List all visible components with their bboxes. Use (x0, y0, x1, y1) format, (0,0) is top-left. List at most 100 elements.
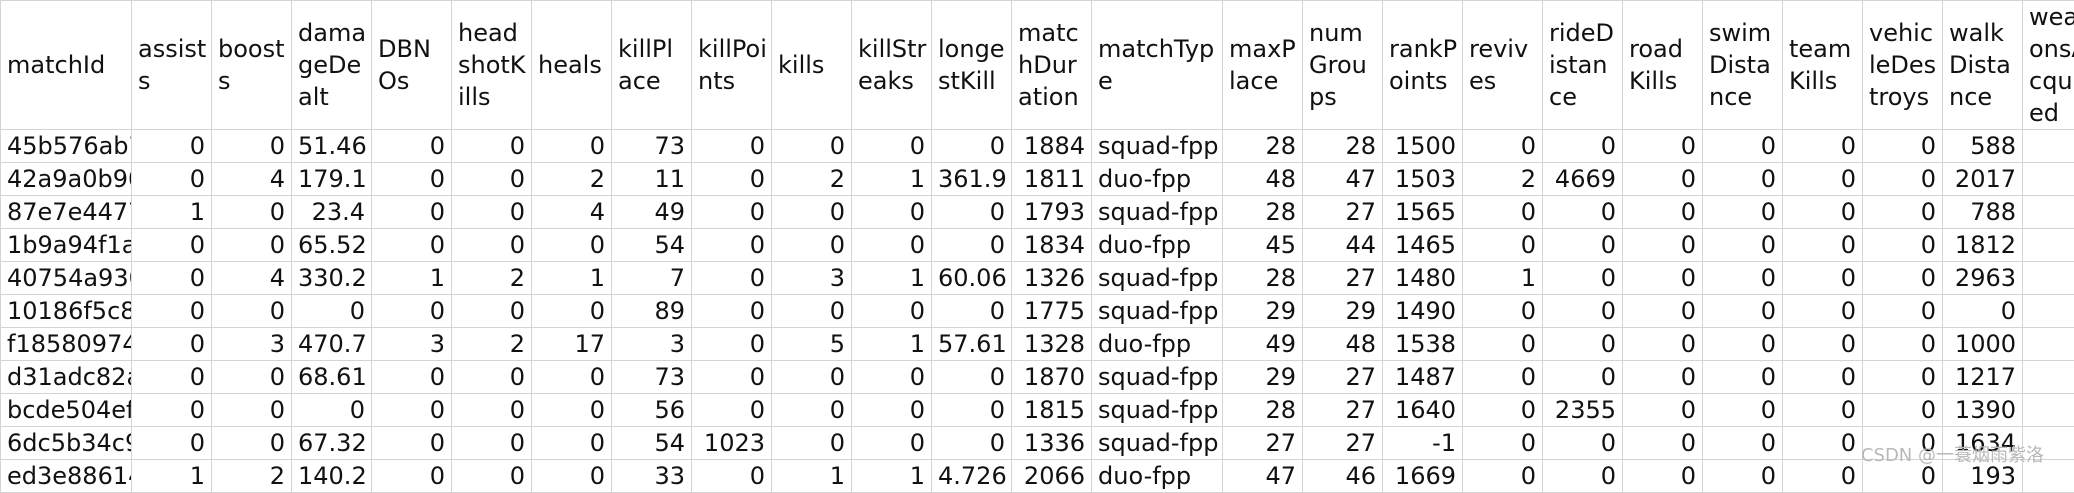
cell-killpoints[interactable]: 0 (692, 460, 772, 493)
cell-maxplace[interactable]: 28 (1223, 262, 1303, 295)
cell-maxplace[interactable]: 27 (1223, 427, 1303, 460)
cell-killplace[interactable]: 49 (612, 196, 692, 229)
cell-matchduration[interactable]: 2066 (1012, 460, 1092, 493)
cell-swimdistance[interactable]: 0 (1703, 262, 1783, 295)
cell-rankpoints[interactable]: 1490 (1383, 295, 1463, 328)
cell-heals[interactable]: 4 (532, 196, 612, 229)
cell-matchtype[interactable]: duo-fpp (1092, 229, 1223, 262)
cell-roadkills[interactable]: 0 (1623, 163, 1703, 196)
cell-vehicledestroys[interactable]: 0 (1863, 328, 1943, 361)
cell-headshotkills[interactable]: 0 (452, 163, 532, 196)
cell-killstreaks[interactable]: 0 (852, 130, 932, 163)
cell-killpoints[interactable]: 0 (692, 328, 772, 361)
cell-revives[interactable]: 0 (1463, 328, 1543, 361)
cell-swimdistance[interactable]: 0 (1703, 328, 1783, 361)
cell-boosts[interactable]: 4 (212, 262, 292, 295)
cell-headshotkills[interactable]: 0 (452, 295, 532, 328)
cell-matchid[interactable]: 1b9a94f1a (1, 229, 132, 262)
cell-matchduration[interactable]: 1775 (1012, 295, 1092, 328)
column-header-numgroups[interactable]: numGroups (1303, 1, 1383, 130)
cell-heals[interactable]: 1 (532, 262, 612, 295)
cell-ridedistance[interactable]: 0 (1543, 460, 1623, 493)
cell-weaponsacquired[interactable]: 6 (2023, 163, 2074, 196)
cell-assists[interactable]: 0 (132, 394, 212, 427)
column-header-matchtype[interactable]: matchType (1092, 1, 1223, 130)
cell-dbnos[interactable]: 0 (372, 163, 452, 196)
cell-maxplace[interactable]: 29 (1223, 361, 1303, 394)
cell-walkdistance[interactable]: 788 (1943, 196, 2023, 229)
cell-teamkills[interactable]: 0 (1783, 130, 1863, 163)
cell-swimdistance[interactable]: 0 (1703, 163, 1783, 196)
cell-damagedealt[interactable]: 23.4 (292, 196, 372, 229)
cell-killplace[interactable]: 54 (612, 427, 692, 460)
cell-heals[interactable]: 0 (532, 295, 612, 328)
cell-teamkills[interactable]: 0 (1783, 295, 1863, 328)
cell-rankpoints[interactable]: 1487 (1383, 361, 1463, 394)
cell-killpoints[interactable]: 0 (692, 262, 772, 295)
column-header-damagedealt[interactable]: damageDealt (292, 1, 372, 130)
cell-killplace[interactable]: 7 (612, 262, 692, 295)
cell-rankpoints[interactable]: 1480 (1383, 262, 1463, 295)
cell-matchid[interactable]: 42a9a0b90 (1, 163, 132, 196)
column-header-killstreaks[interactable]: killStreaks (852, 1, 932, 130)
cell-vehicledestroys[interactable]: 0 (1863, 262, 1943, 295)
cell-vehicledestroys[interactable]: 0 (1863, 394, 1943, 427)
cell-numgroups[interactable]: 29 (1303, 295, 1383, 328)
cell-roadkills[interactable]: 0 (1623, 295, 1703, 328)
cell-matchid[interactable]: 87e7e4477 (1, 196, 132, 229)
cell-matchduration[interactable]: 1834 (1012, 229, 1092, 262)
cell-swimdistance[interactable]: 0 (1703, 130, 1783, 163)
cell-dbnos[interactable]: 0 (372, 394, 452, 427)
cell-dbnos[interactable]: 0 (372, 427, 452, 460)
cell-headshotkills[interactable]: 0 (452, 460, 532, 493)
cell-damagedealt[interactable]: 179.1 (292, 163, 372, 196)
cell-headshotkills[interactable]: 0 (452, 130, 532, 163)
cell-boosts[interactable]: 0 (212, 361, 292, 394)
cell-roadkills[interactable]: 0 (1623, 229, 1703, 262)
cell-ridedistance[interactable]: 4669 (1543, 163, 1623, 196)
column-header-longestkill[interactable]: longestKill (932, 1, 1012, 130)
cell-ridedistance[interactable]: 2355 (1543, 394, 1623, 427)
cell-killpoints[interactable]: 0 (692, 361, 772, 394)
cell-roadkills[interactable]: 0 (1623, 394, 1703, 427)
cell-roadkills[interactable]: 0 (1623, 262, 1703, 295)
column-header-matchduration[interactable]: matchDuration (1012, 1, 1092, 130)
cell-longestkill[interactable]: 361.9 (932, 163, 1012, 196)
cell-assists[interactable]: 0 (132, 130, 212, 163)
cell-maxplace[interactable]: 45 (1223, 229, 1303, 262)
cell-matchtype[interactable]: squad-fpp (1092, 196, 1223, 229)
cell-killstreaks[interactable]: 0 (852, 295, 932, 328)
cell-matchtype[interactable]: duo-fpp (1092, 328, 1223, 361)
cell-matchduration[interactable]: 1811 (1012, 163, 1092, 196)
cell-headshotkills[interactable]: 0 (452, 394, 532, 427)
cell-boosts[interactable]: 0 (212, 229, 292, 262)
cell-heals[interactable]: 2 (532, 163, 612, 196)
cell-matchid[interactable]: 45b576ab7 (1, 130, 132, 163)
cell-numgroups[interactable]: 27 (1303, 196, 1383, 229)
cell-revives[interactable]: 2 (1463, 163, 1543, 196)
cell-weaponsacquired[interactable]: 7 (2023, 394, 2074, 427)
cell-numgroups[interactable]: 28 (1303, 130, 1383, 163)
cell-vehicledestroys[interactable]: 0 (1863, 163, 1943, 196)
cell-matchtype[interactable]: squad-fpp (1092, 262, 1223, 295)
cell-roadkills[interactable]: 0 (1623, 427, 1703, 460)
cell-ridedistance[interactable]: 0 (1543, 427, 1623, 460)
cell-dbnos[interactable]: 3 (372, 328, 452, 361)
cell-walkdistance[interactable]: 2017 (1943, 163, 2023, 196)
cell-swimdistance[interactable]: 0 (1703, 460, 1783, 493)
cell-boosts[interactable]: 3 (212, 328, 292, 361)
cell-boosts[interactable]: 0 (212, 394, 292, 427)
cell-killpoints[interactable]: 0 (692, 163, 772, 196)
cell-numgroups[interactable]: 47 (1303, 163, 1383, 196)
cell-matchduration[interactable]: 1815 (1012, 394, 1092, 427)
cell-kills[interactable]: 0 (772, 427, 852, 460)
cell-roadkills[interactable]: 0 (1623, 130, 1703, 163)
cell-swimdistance[interactable]: 0 (1703, 427, 1783, 460)
cell-vehicledestroys[interactable]: 0 (1863, 196, 1943, 229)
cell-teamkills[interactable]: 0 (1783, 394, 1863, 427)
cell-teamkills[interactable]: 0 (1783, 229, 1863, 262)
cell-damagedealt[interactable]: 51.46 (292, 130, 372, 163)
cell-killpoints[interactable]: 1023 (692, 427, 772, 460)
cell-kills[interactable]: 0 (772, 196, 852, 229)
cell-assists[interactable]: 0 (132, 427, 212, 460)
